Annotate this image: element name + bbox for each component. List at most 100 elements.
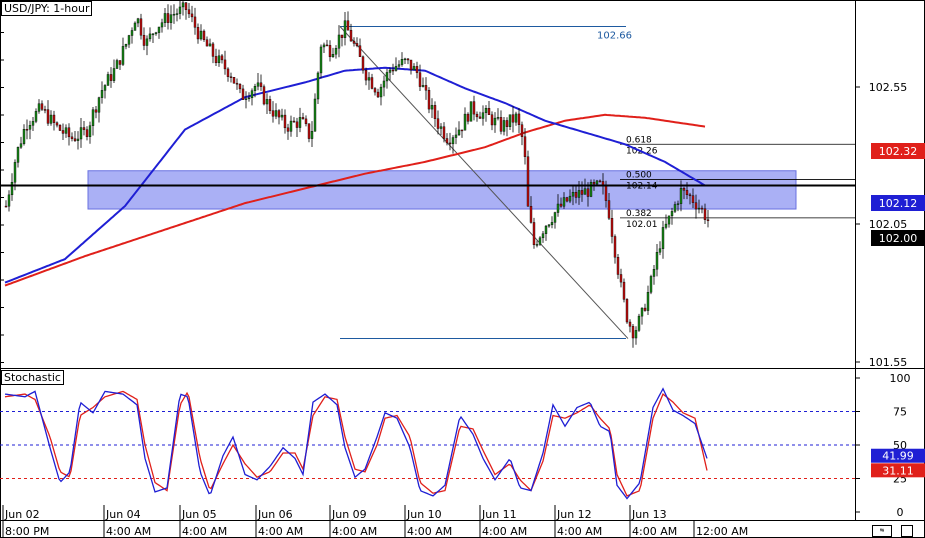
candle-body: [469, 101, 473, 122]
candle-body: [115, 60, 119, 69]
candle-body: [361, 56, 365, 71]
candle-body: [493, 117, 497, 126]
candle-body: [61, 130, 65, 134]
candle-body: [541, 233, 545, 239]
candle-body: [457, 129, 461, 136]
candle-body: [220, 55, 224, 61]
candle-body: [121, 46, 125, 65]
price-badge-blue: [871, 195, 925, 211]
candle-body: [628, 321, 632, 327]
candle-body: [340, 34, 344, 38]
candle-body: [319, 46, 323, 74]
candle-body: [250, 90, 254, 99]
candle-body: [523, 136, 527, 157]
price-tick-label: 101.55: [869, 356, 908, 369]
candle-body: [538, 237, 542, 245]
candle-body: [679, 188, 683, 204]
candle-body: [334, 48, 338, 55]
candle-body: [475, 113, 479, 118]
candle-body: [607, 200, 611, 219]
candle-body: [547, 224, 551, 227]
candle-body: [325, 44, 329, 47]
candle-body: [550, 222, 554, 226]
candle-body: [577, 190, 581, 198]
candle-body: [409, 59, 413, 71]
date-tick-label: Jun 04: [105, 508, 141, 521]
candle-body: [574, 192, 578, 198]
date-tick-label: Jun 13: [631, 508, 667, 521]
candle-body: [505, 120, 509, 127]
candle-body: [265, 99, 269, 105]
stoch-tick-label: 75: [893, 406, 907, 419]
candle-body: [535, 244, 539, 246]
time-tick-label: 4:00 AM: [482, 525, 527, 538]
candle-body: [688, 194, 692, 197]
candle-body: [589, 182, 593, 197]
candle-body: [502, 120, 506, 132]
price-tick-label: 102.55: [869, 81, 908, 94]
candle-body: [178, 6, 182, 14]
candle-body: [703, 208, 707, 220]
candle-body: [571, 192, 575, 197]
symbol-timeframe-label: USD/JPY: 1-hour: [1, 1, 93, 16]
candle-body: [403, 58, 407, 61]
sma-blue-path: [4, 66, 706, 284]
candle-body: [304, 118, 308, 125]
candle-body: [661, 227, 665, 249]
candle-body: [73, 138, 77, 141]
fib-level-price-0.500: 102.14: [626, 182, 658, 192]
candle-body: [544, 225, 548, 234]
price-tick-label: 102.05: [869, 218, 908, 231]
candle-body: [211, 43, 215, 57]
candle-body: [487, 108, 491, 115]
fib-level-ratio-0.500: 0.500: [626, 171, 652, 181]
candle-body: [358, 45, 362, 57]
candle-body: [580, 190, 584, 195]
candle-body: [7, 194, 11, 207]
candle-body: [478, 116, 482, 119]
date-tick-label: Jun 06: [257, 508, 293, 521]
candle-body: [100, 90, 104, 98]
candle-body: [382, 80, 386, 88]
candle-body: [136, 18, 140, 24]
candle-body: [4, 205, 8, 208]
time-tick-label: 4:00 AM: [182, 525, 227, 538]
date-tick-label: Jun 11: [481, 508, 517, 521]
price-badge-label: 102.12: [879, 197, 918, 210]
candle-body: [142, 34, 146, 46]
candle-body: [337, 34, 341, 49]
candle-body: [166, 13, 170, 23]
candle-body: [25, 129, 29, 131]
candle-body: [520, 124, 524, 137]
candle-body: [310, 131, 314, 139]
fib-high-label: 102.66: [597, 30, 632, 41]
stochastic-label: Stochastic: [1, 370, 64, 385]
candle-body: [298, 117, 302, 128]
candle-body: [106, 74, 110, 86]
candle-body: [427, 90, 431, 110]
candle-body: [196, 27, 200, 40]
candle-body: [421, 85, 425, 87]
candle-body: [64, 127, 68, 134]
candle-body: [124, 44, 128, 47]
candle-body: [55, 122, 59, 126]
candle-body: [118, 60, 122, 65]
date-tick-label: Jun 10: [406, 508, 442, 521]
candle-body: [199, 30, 203, 40]
scroll-to-end-icon[interactable]: ⇆: [872, 525, 892, 537]
candle-body: [451, 137, 455, 145]
candle-body: [307, 123, 311, 139]
candle-body: [79, 127, 83, 140]
candle-body: [190, 13, 194, 18]
chart-settings-icon[interactable]: [901, 525, 913, 537]
candle-body: [13, 162, 17, 183]
candle-body: [85, 129, 89, 137]
candlestick-series: [4, 0, 710, 348]
fib-level-ratio-0.618: 0.618: [626, 135, 652, 145]
stoch-badge-label: 41.99: [882, 450, 914, 463]
candle-body: [685, 190, 689, 196]
candle-body: [565, 197, 569, 202]
